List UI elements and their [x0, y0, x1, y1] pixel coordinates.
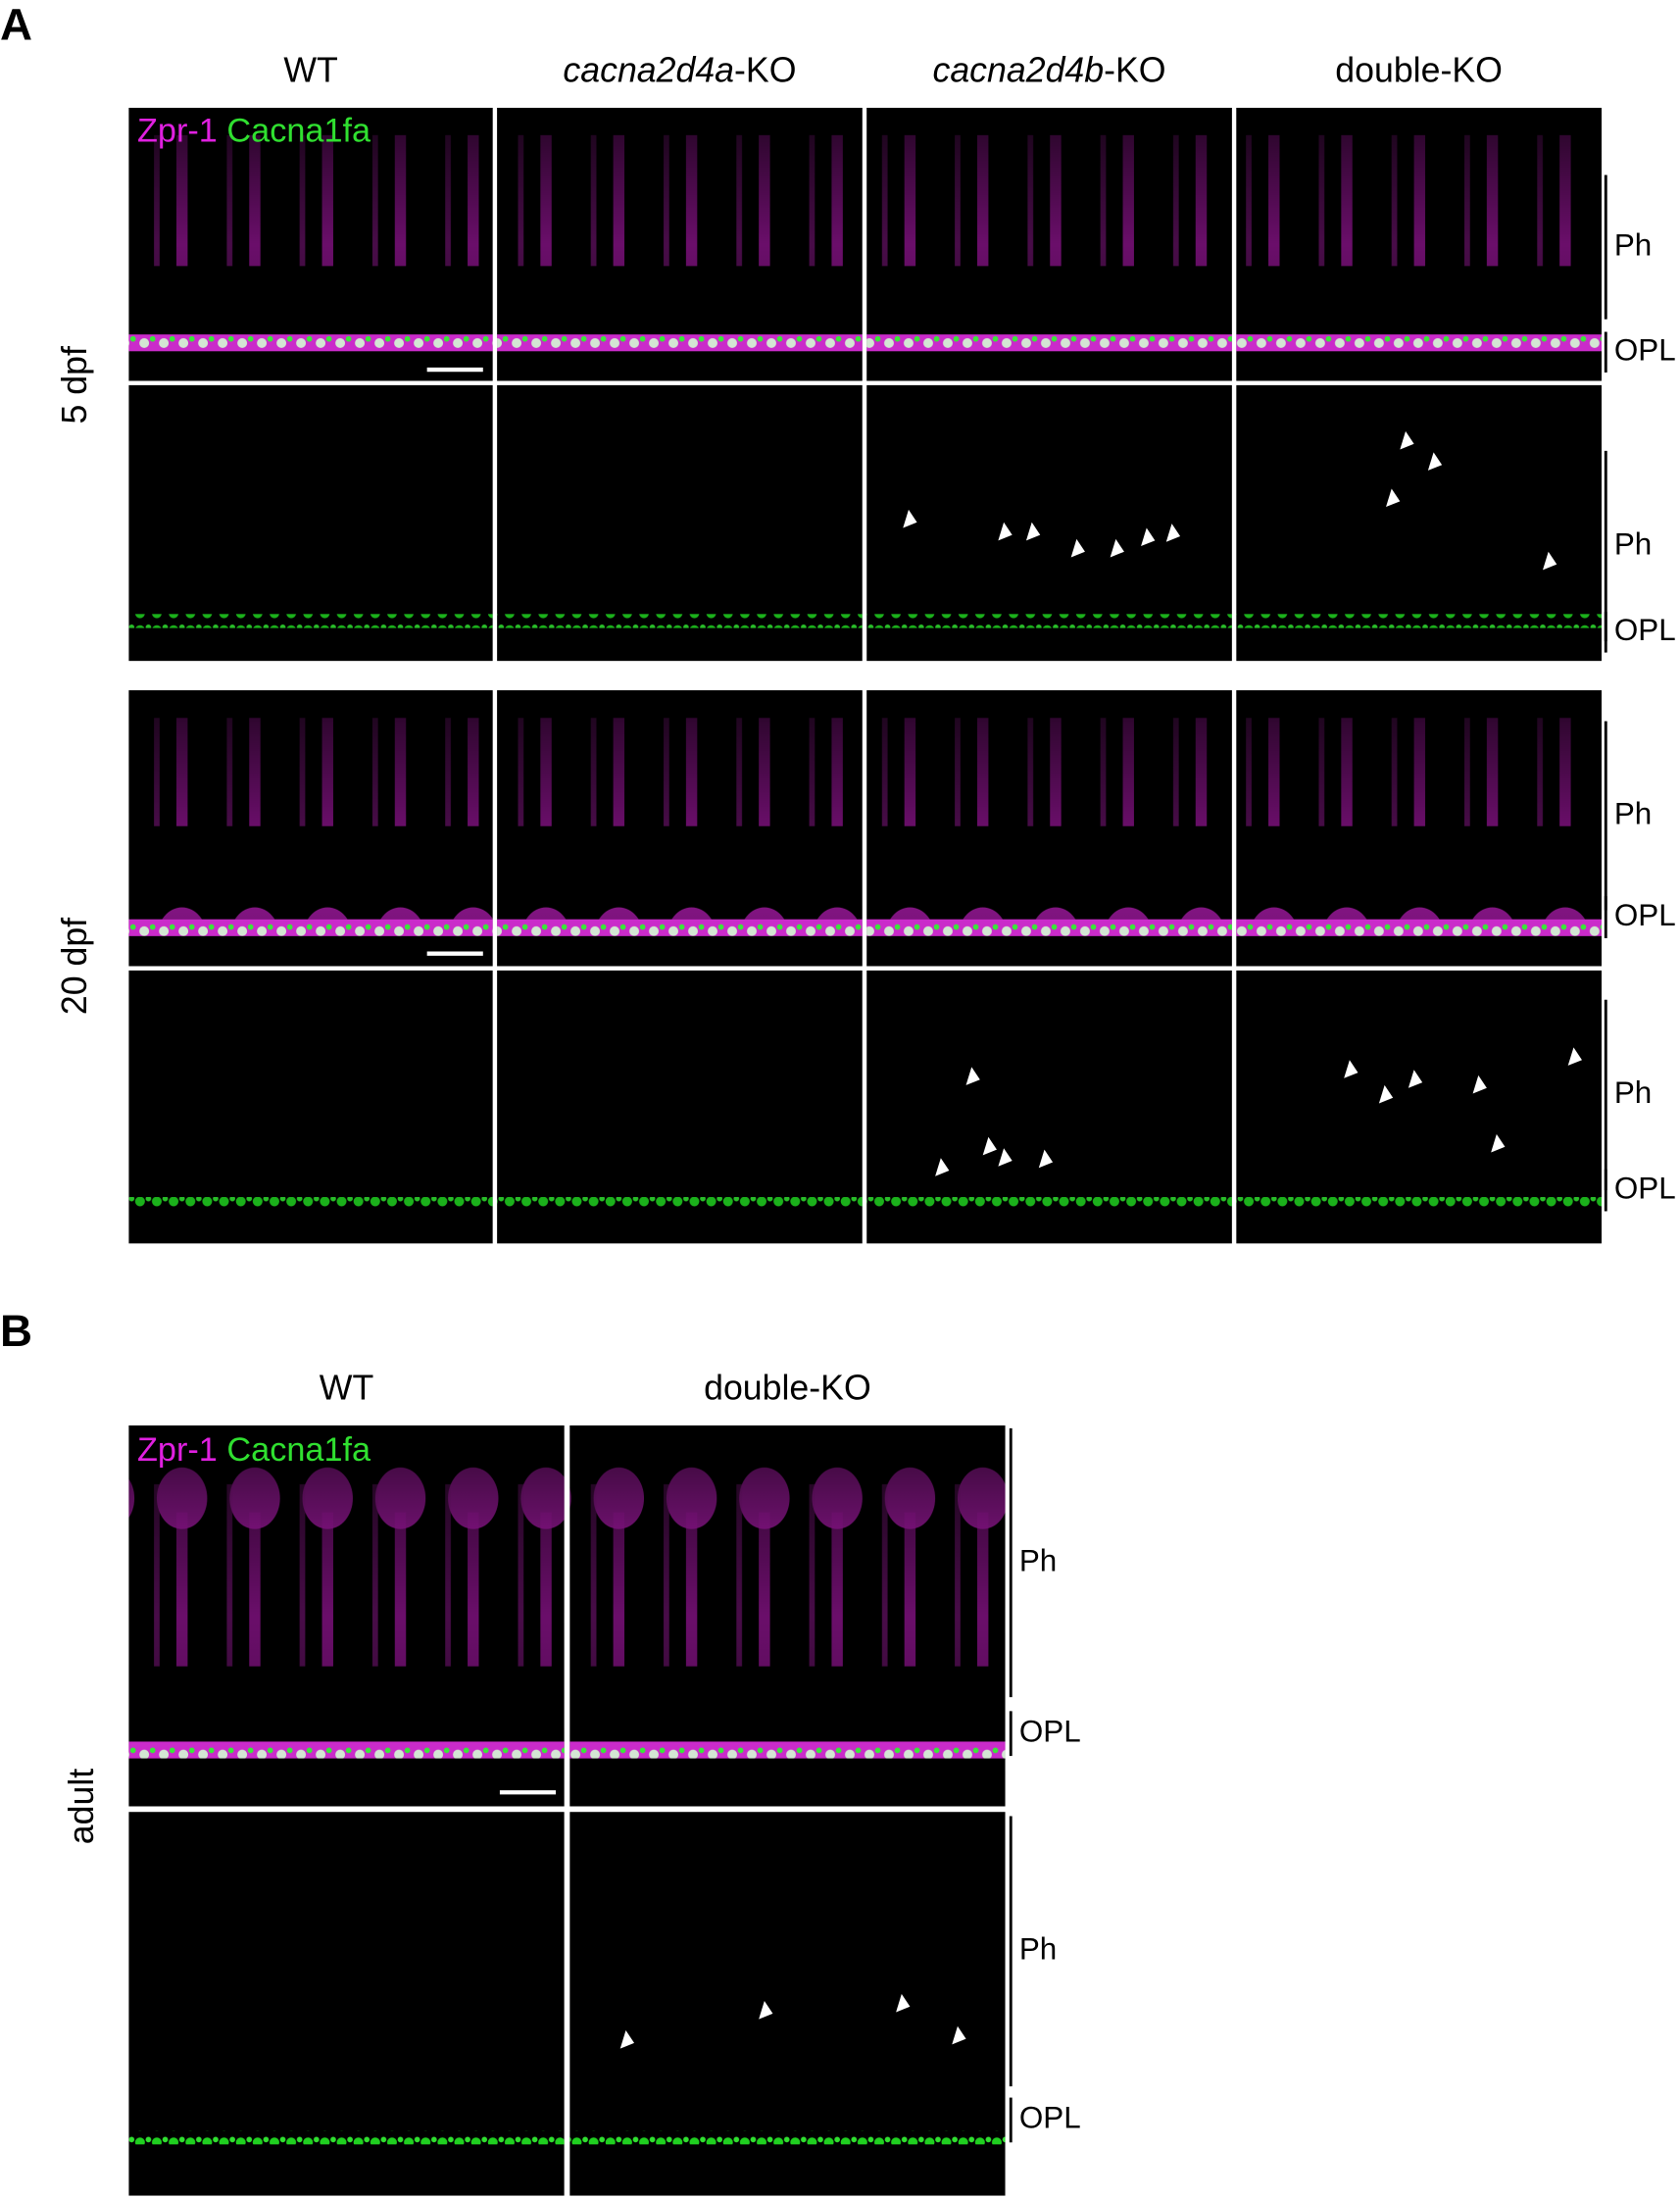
- opl-signal: [1236, 919, 1602, 936]
- column-header: WT: [283, 51, 337, 90]
- zpr-label: Zpr-1: [137, 113, 218, 150]
- layer-label: Ph: [1614, 796, 1652, 830]
- arrowhead: [952, 2025, 966, 2045]
- row-label: 5 dpf: [55, 346, 94, 424]
- arrowhead: [965, 1067, 980, 1085]
- column-header: cacna2d4b-KO: [932, 51, 1165, 90]
- opl-signal: [866, 919, 1232, 936]
- layer-label: OPL: [1614, 333, 1676, 368]
- layer-label: OPL: [1614, 898, 1676, 932]
- suffix: -KO: [734, 51, 796, 90]
- arrowhead: [896, 1993, 911, 2013]
- layer-label: Ph: [1019, 1543, 1057, 1577]
- arrowhead: [935, 1158, 950, 1176]
- column-header: cacna2d4a-KO: [563, 51, 796, 90]
- layer-label: OPL: [1019, 2101, 1081, 2135]
- opl-signal: [866, 334, 1232, 352]
- opl-signal: [1236, 614, 1602, 628]
- opl-signal: [128, 2130, 565, 2145]
- arrowhead: [1165, 524, 1181, 542]
- arrowhead: [1472, 1074, 1487, 1094]
- cacna-label: Cacna1fa: [226, 113, 371, 150]
- panel-label: B: [0, 1306, 32, 1356]
- arrowhead: [1408, 1070, 1423, 1088]
- arrowhead: [1543, 551, 1557, 571]
- opl-signal: [128, 919, 493, 936]
- layer-label: Ph: [1614, 1075, 1652, 1110]
- opl-signal: [128, 334, 493, 352]
- arrowhead: [1400, 430, 1414, 450]
- column-header: double-KO: [1335, 51, 1503, 90]
- arrowhead: [903, 509, 917, 528]
- opl-signal: [497, 334, 863, 352]
- layer-label: OPL: [1614, 1171, 1676, 1205]
- layer-label: Ph: [1614, 526, 1652, 561]
- arrowhead: [1386, 488, 1401, 508]
- arrowhead: [1038, 1149, 1054, 1169]
- zpr-label: Zpr-1: [137, 1431, 218, 1469]
- arrowhead: [1344, 1060, 1359, 1078]
- arrowhead: [1378, 1084, 1394, 1104]
- arrowhead: [619, 2030, 635, 2049]
- layer-label: Ph: [1019, 1932, 1057, 1967]
- opl-signal: [128, 1741, 565, 1759]
- layer-label: OPL: [1614, 613, 1676, 647]
- opl-signal: [569, 1741, 1006, 1759]
- opl-signal: [497, 1196, 863, 1212]
- row-label: adult: [62, 1769, 101, 1844]
- opl-signal: [128, 614, 493, 628]
- suffix: -KO: [1104, 51, 1165, 90]
- column-header: WT: [320, 1369, 373, 1408]
- opl-signal: [866, 614, 1232, 628]
- gene-name: cacna2d4b: [932, 51, 1104, 90]
- arrowhead: [998, 522, 1013, 541]
- arrowhead: [1567, 1047, 1582, 1066]
- layer-label: Ph: [1614, 227, 1652, 262]
- opl-signal: [128, 1196, 493, 1212]
- channel-label: Zpr-1 Cacna1fa: [137, 113, 371, 150]
- channel-label: Cacna1fa: [140, 1817, 285, 1854]
- opl-signal: [569, 2130, 1006, 2145]
- arrowhead: [759, 2001, 773, 2020]
- arrowhead: [982, 1136, 997, 1156]
- row-label: 20 dpf: [55, 918, 94, 1015]
- channel-label: Zpr-1 Cacna1fa: [137, 1431, 371, 1469]
- space: [218, 113, 227, 150]
- arrowhead: [1491, 1133, 1506, 1153]
- arrowhead: [1427, 452, 1443, 471]
- opl-signal: [1236, 334, 1602, 352]
- channel-label: Cacna1fa: [137, 390, 282, 427]
- arrowhead: [1070, 538, 1085, 558]
- opl-signal: [866, 1196, 1232, 1212]
- gene-name: cacna2d4a: [563, 51, 734, 90]
- arrowhead: [1141, 527, 1156, 547]
- opl-signal: [1236, 1196, 1602, 1212]
- panel-label: A: [0, 0, 32, 50]
- opl-signal: [497, 919, 863, 936]
- arrowhead: [1110, 538, 1124, 558]
- column-header: double-KO: [704, 1369, 871, 1408]
- opl-signal: [497, 614, 863, 628]
- layer-label: OPL: [1019, 1715, 1081, 1749]
- space: [218, 1431, 227, 1469]
- arrowhead: [1025, 522, 1041, 541]
- cacna-label: Cacna1fa: [226, 1431, 371, 1469]
- arrowhead: [998, 1148, 1013, 1167]
